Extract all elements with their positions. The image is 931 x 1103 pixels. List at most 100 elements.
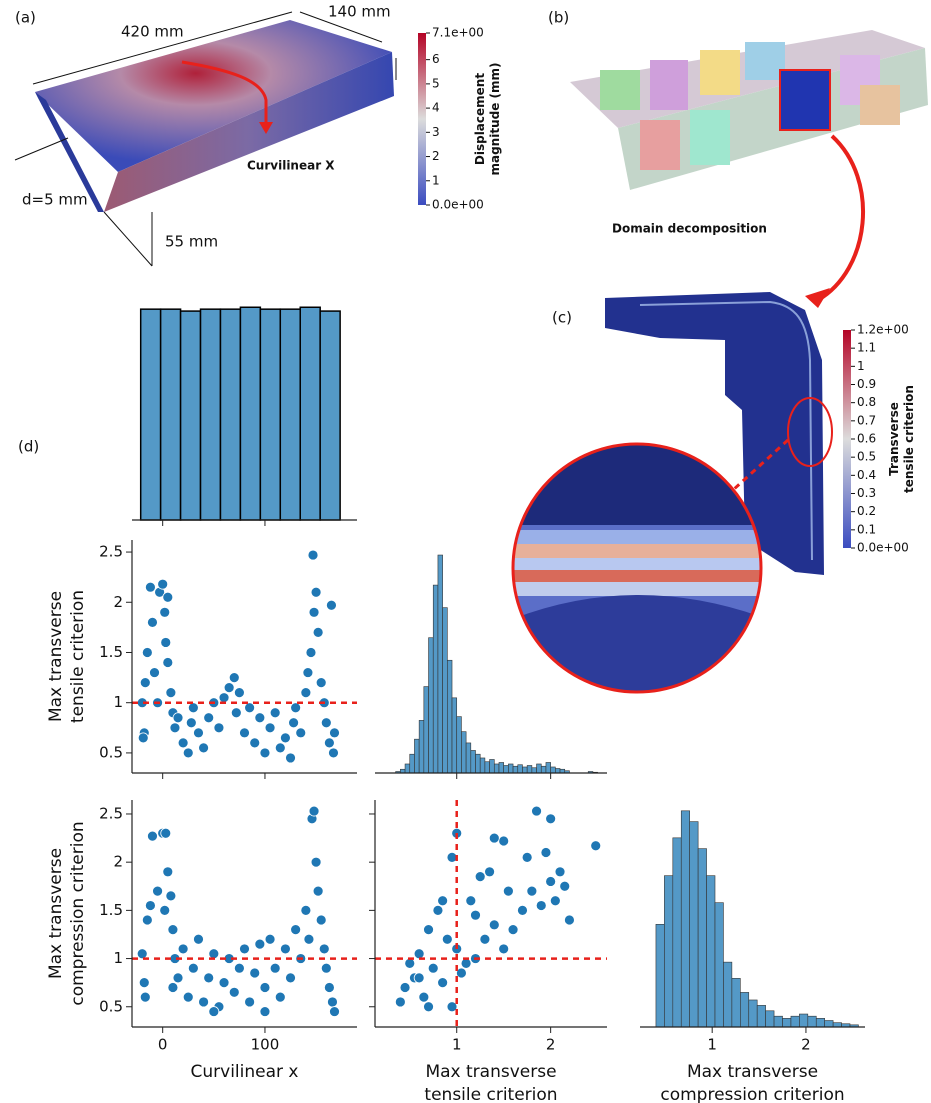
scatter-point [239, 943, 250, 955]
histogram-bar [159, 308, 182, 521]
scatter-point [208, 948, 220, 960]
colorbar-tick-label: 0.4 [857, 468, 876, 482]
colorbar-tick-label: 0.1 [857, 522, 876, 536]
histogram-bar [259, 308, 282, 521]
scatter-point [295, 727, 307, 739]
scatter-point [159, 606, 171, 618]
scatter-point [540, 847, 552, 858]
scatter-point [545, 876, 557, 887]
histogram-bar [437, 554, 443, 774]
y-tick-label: 1 [113, 949, 123, 967]
x-tick-label: 1 [707, 1036, 717, 1054]
scatter-point [203, 972, 215, 984]
scatter-point [446, 1001, 458, 1013]
panel-label: (d) [18, 438, 39, 456]
histogram-bar [484, 761, 490, 774]
scatter-point [149, 667, 160, 678]
scatter-point [233, 687, 245, 699]
histogram-bar [723, 961, 733, 1028]
scatter-point [484, 866, 495, 878]
scatter-point [162, 866, 174, 878]
scatter-point [274, 991, 286, 1003]
colorbar-label: Displacement [473, 73, 487, 165]
histogram-bar [451, 697, 458, 774]
scatter-point [244, 996, 256, 1008]
scatter-point [187, 962, 199, 974]
scatter-point [177, 737, 189, 749]
histogram-bar [319, 310, 341, 521]
histogram-bar [664, 875, 674, 1028]
colorbar-label: magnitude (mm) [488, 62, 502, 175]
scatter-point [259, 1006, 271, 1017]
scatter-point [310, 586, 322, 598]
histogram-bar [824, 1020, 834, 1028]
scatter-point [198, 742, 209, 754]
colorbar-tick-label: 1.2e+00 [857, 323, 909, 337]
scatter-point [310, 856, 322, 868]
x-axis-label: Curvilinear x [191, 1062, 299, 1082]
scatter-point [327, 996, 338, 1008]
scatter-point [441, 933, 453, 945]
histogram-bar [512, 765, 519, 774]
y-axis-label: Max transverse [46, 591, 66, 722]
scatter-point [162, 657, 174, 668]
colorbar-tick-label: 3 [432, 125, 440, 139]
histogram-bar [540, 765, 547, 774]
scatter-point [141, 914, 153, 926]
histogram-bar [782, 1018, 792, 1028]
scatter-point [139, 677, 151, 689]
scatter-point [507, 924, 519, 936]
histogram-bar [790, 1015, 800, 1028]
scatter-point [198, 996, 209, 1008]
histogram-bar [498, 762, 504, 774]
colorbar-tick-label: 0.2 [857, 504, 876, 518]
colorbar-label: tensile criterion [902, 385, 916, 493]
scatter-point [269, 962, 281, 974]
histogram-bar [832, 1022, 842, 1028]
scatter-point [437, 895, 449, 907]
scatter-point [182, 747, 194, 759]
histogram-bar [773, 1015, 783, 1028]
scatter-point [213, 722, 225, 734]
scatter-point [312, 626, 324, 638]
scatter-point [328, 747, 339, 759]
scatter-point [254, 712, 266, 724]
histogram-bar [418, 720, 425, 774]
scatter-point [141, 647, 153, 658]
scatter-point [137, 732, 149, 744]
scatter-point [302, 667, 314, 678]
panel-label: (c) [552, 309, 572, 327]
colorbar-tick-label: 0.9 [857, 377, 876, 391]
scatter-point [320, 962, 332, 974]
histogram-bar [432, 584, 439, 774]
scatter-point [223, 682, 235, 694]
scatter-point [254, 938, 266, 950]
scatter-point [394, 996, 406, 1008]
histogram-bar [139, 308, 162, 521]
histogram-bar [756, 1005, 766, 1028]
x-axis-label: compression criterion [660, 1085, 844, 1103]
scatter-point [264, 722, 276, 734]
scatter-point [470, 909, 481, 921]
y-tick-label: 1.5 [99, 901, 123, 919]
scatter-point [160, 637, 172, 648]
y-axis-label: tensile criterion [68, 590, 88, 723]
scatter-point [329, 727, 340, 739]
x-axis-label: Max transverse [687, 1062, 818, 1082]
histogram-bar [503, 765, 509, 774]
x-tick-label: 0 [158, 1036, 168, 1054]
colorbar-tick-label: 0.6 [857, 432, 876, 446]
scatter-point [193, 933, 204, 945]
scatter-point [305, 647, 317, 658]
y-axis-label: compression criterion [68, 821, 88, 1005]
histogram-bar [428, 637, 434, 774]
scatter-point [218, 692, 230, 704]
colorbar-tick-label: 0.8 [857, 395, 876, 409]
colorbar-tick-label: 4 [432, 101, 440, 115]
histogram-bar [765, 1010, 775, 1028]
scatter-point [413, 948, 425, 960]
histogram-bar [475, 753, 481, 774]
scatter-point [230, 707, 242, 719]
scatter-point [308, 606, 320, 618]
